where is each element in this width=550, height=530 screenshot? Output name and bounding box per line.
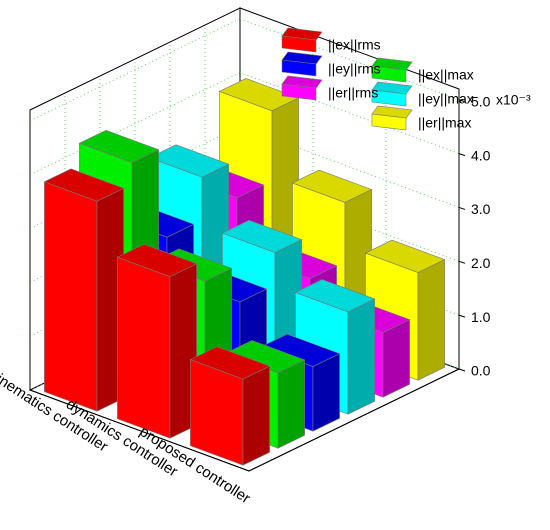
tick-mark	[458, 314, 466, 318]
legend-label: ||er||max	[418, 115, 471, 131]
floor-edge	[248, 368, 460, 472]
bar	[189, 346, 271, 466]
legend-swatch	[281, 83, 317, 101]
bar-top	[189, 346, 271, 380]
grid-line	[29, 18, 241, 122]
legend-label: ||er||rms	[328, 85, 378, 101]
legend-label: ||ex||max	[418, 67, 474, 83]
bar-top	[78, 129, 160, 163]
tick-mark	[458, 260, 466, 264]
bar	[43, 168, 125, 412]
grid-line	[29, 72, 241, 175]
legend-label: ||ey||rms	[328, 61, 381, 77]
bar-top	[116, 243, 198, 277]
grid-line	[239, 126, 460, 208]
bar-front	[117, 256, 171, 439]
bar-side	[242, 365, 270, 466]
legend-swatch	[371, 113, 407, 131]
y-tick-label: 1.0	[471, 309, 491, 325]
y-unit: x10⁻³	[496, 91, 531, 107]
bar-top	[43, 168, 125, 202]
grid-line	[239, 72, 460, 154]
bar-front	[44, 181, 98, 412]
bar-top	[148, 144, 230, 178]
y-tick-label: 3.0	[471, 201, 491, 217]
legend-swatch	[281, 59, 317, 77]
legend-label: ||ey||max	[418, 91, 474, 107]
bar-top	[221, 219, 303, 253]
y-tick-label: 2.0	[471, 255, 491, 271]
y-tick-label: 4.0	[471, 147, 491, 163]
legend-label: ||ex||rms	[328, 37, 381, 53]
legend-swatch	[281, 35, 317, 53]
legend-swatch	[371, 65, 407, 83]
bar-side	[417, 259, 445, 381]
bar	[116, 243, 198, 439]
grid-line	[239, 18, 460, 101]
legend-swatch	[371, 89, 407, 107]
bar-top	[291, 169, 373, 203]
floor-edge	[29, 389, 250, 472]
bar-side	[277, 359, 305, 449]
bar-top	[294, 279, 376, 313]
tick-mark	[458, 368, 466, 372]
bar-side	[347, 298, 375, 415]
tick-mark	[458, 99, 466, 103]
tick-mark	[458, 206, 466, 210]
bar-side	[382, 319, 410, 398]
tick-mark	[458, 153, 466, 157]
bar-top	[364, 239, 446, 273]
bar-side	[312, 353, 340, 432]
y-tick-label: 5.0	[471, 93, 491, 109]
y-tick-label: 0.0	[471, 363, 491, 379]
